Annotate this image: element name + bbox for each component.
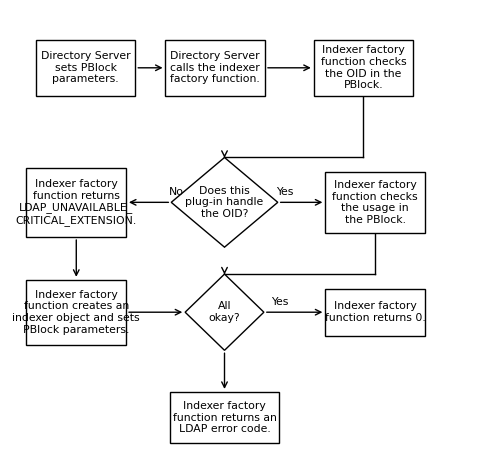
Text: No: No bbox=[169, 187, 184, 197]
Text: Yes: Yes bbox=[271, 297, 288, 307]
Text: Directory Server
sets PBlock
parameters.: Directory Server sets PBlock parameters. bbox=[41, 51, 130, 84]
Text: Indexer factory
function returns
LDAP_UNAVAILABLE_
CRITICAL_EXTENSION.: Indexer factory function returns LDAP_UN… bbox=[16, 179, 137, 226]
Text: Directory Server
calls the indexer
factory function.: Directory Server calls the indexer facto… bbox=[170, 51, 260, 84]
FancyBboxPatch shape bbox=[26, 280, 126, 345]
FancyBboxPatch shape bbox=[26, 168, 126, 237]
Polygon shape bbox=[171, 158, 277, 247]
FancyBboxPatch shape bbox=[36, 40, 135, 96]
FancyBboxPatch shape bbox=[325, 289, 424, 336]
Text: Indexer factory
function returns an
LDAP error code.: Indexer factory function returns an LDAP… bbox=[172, 401, 276, 434]
Text: Does this
plug-in handle
the OID?: Does this plug-in handle the OID? bbox=[185, 186, 263, 219]
FancyBboxPatch shape bbox=[325, 172, 424, 232]
Text: Indexer factory
function returns 0.: Indexer factory function returns 0. bbox=[324, 301, 425, 323]
Text: Indexer factory
function checks
the usage in
the PBlock.: Indexer factory function checks the usag… bbox=[331, 180, 417, 225]
Polygon shape bbox=[185, 274, 264, 350]
FancyBboxPatch shape bbox=[165, 40, 264, 96]
FancyBboxPatch shape bbox=[170, 392, 278, 444]
Text: Indexer factory
function checks
the OID in the
PBlock.: Indexer factory function checks the OID … bbox=[320, 45, 406, 90]
Text: Yes: Yes bbox=[275, 187, 293, 197]
FancyBboxPatch shape bbox=[313, 40, 412, 96]
Text: Indexer factory
function creates an
indexer object and sets
PBlock parameters.: Indexer factory function creates an inde… bbox=[12, 290, 140, 335]
Text: All
okay?: All okay? bbox=[208, 301, 240, 323]
